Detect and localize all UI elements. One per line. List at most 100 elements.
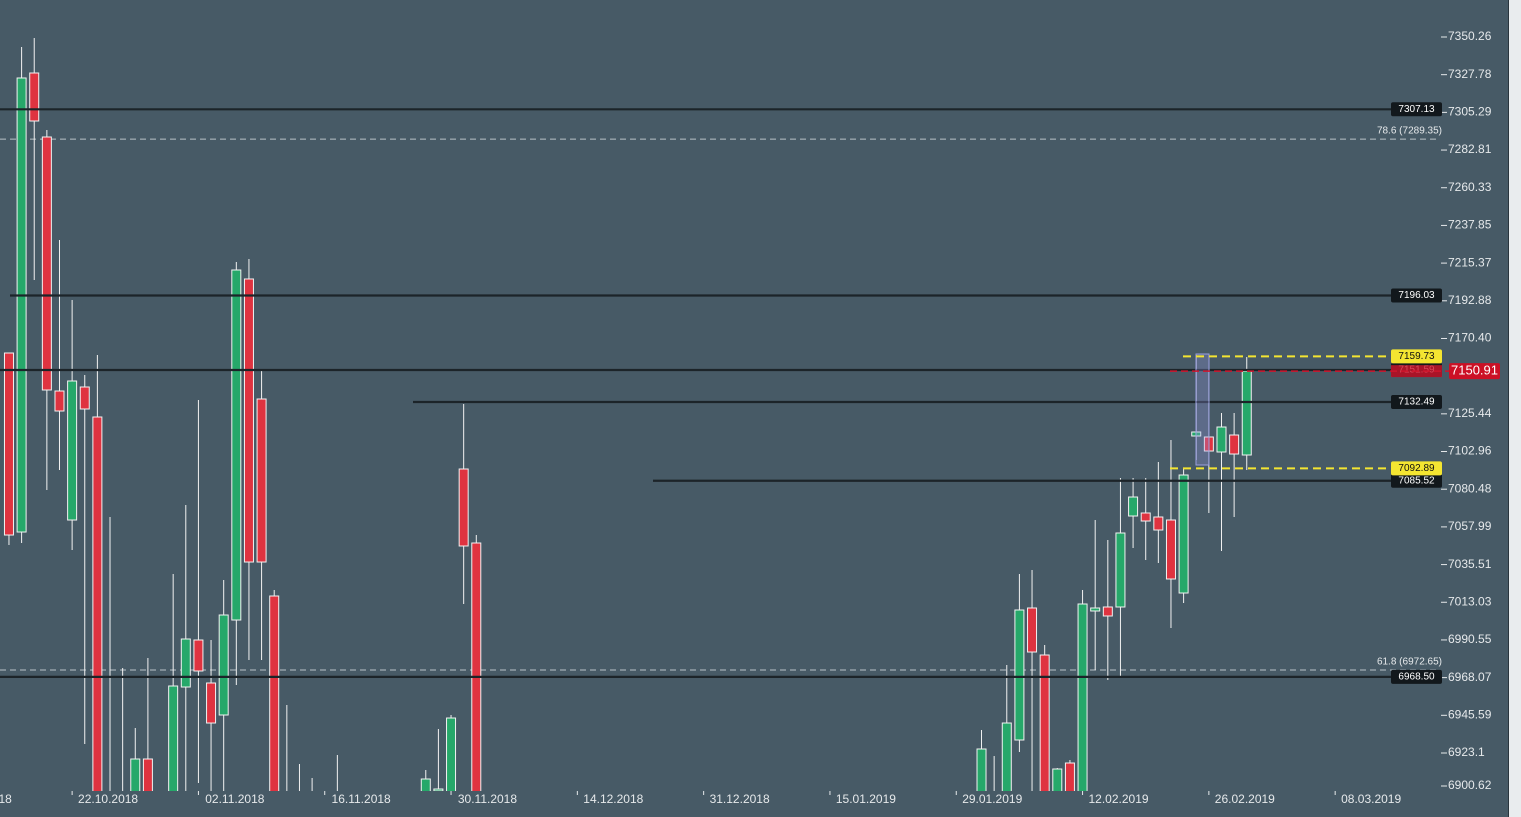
y-tick-label: 7237.85 bbox=[1448, 218, 1492, 232]
range-label: 7159.73 bbox=[1398, 351, 1435, 362]
y-tick-label: 7282.81 bbox=[1448, 142, 1492, 156]
candle-body bbox=[142, 758, 153, 791]
x-tick-label: 30.11.2018 bbox=[458, 792, 517, 806]
y-tick-label: 7192.88 bbox=[1448, 293, 1492, 307]
x-tick-label: 31.12.2018 bbox=[710, 792, 770, 806]
window-border bbox=[1508, 0, 1521, 817]
candle-body bbox=[269, 595, 280, 791]
level-label: 7085.52 bbox=[1398, 475, 1435, 486]
selection-box bbox=[1195, 353, 1210, 466]
x-tick-label: 18 bbox=[0, 792, 12, 806]
y-tick-label: 7035.51 bbox=[1448, 557, 1492, 571]
candle-body bbox=[1115, 532, 1126, 608]
level-tag bbox=[1391, 395, 1442, 410]
candle-body bbox=[1229, 434, 1240, 455]
range-tag bbox=[1391, 461, 1442, 476]
x-tick-label: 15.01.2019 bbox=[836, 792, 896, 806]
y-tick-label: 7170.40 bbox=[1448, 331, 1492, 345]
x-tick-label: 12.02.2019 bbox=[1088, 792, 1148, 806]
y-tick-label: 6923.1 bbox=[1448, 745, 1485, 759]
x-tick-label: 22.10.2018 bbox=[78, 792, 138, 806]
candle-body bbox=[1165, 519, 1176, 580]
candle-body bbox=[256, 398, 267, 563]
level-tag bbox=[1391, 669, 1442, 684]
range-tag bbox=[1391, 349, 1442, 364]
level-label: 7307.13 bbox=[1398, 104, 1435, 115]
x-tick-label: 26.02.2019 bbox=[1215, 792, 1275, 806]
y-tick-label: 7215.37 bbox=[1448, 255, 1492, 269]
x-tick-label: 08.03.2019 bbox=[1341, 792, 1401, 806]
candle-body bbox=[976, 748, 987, 791]
candle-body bbox=[1064, 762, 1075, 791]
y-tick-label: 6900.62 bbox=[1448, 778, 1492, 792]
candle-body bbox=[243, 278, 254, 563]
candle-body bbox=[16, 77, 27, 533]
candle-body bbox=[218, 614, 229, 716]
candle-body bbox=[231, 269, 242, 621]
range-label: 7092.89 bbox=[1398, 463, 1435, 474]
level-label: 7132.49 bbox=[1398, 397, 1435, 408]
candle-body bbox=[206, 682, 217, 724]
candle-body bbox=[420, 778, 431, 791]
y-tick-label: 7125.44 bbox=[1448, 406, 1492, 420]
candle-body bbox=[1077, 603, 1088, 791]
candle-body bbox=[1216, 426, 1227, 453]
x-tick-label: 29.01.2019 bbox=[962, 792, 1022, 806]
y-tick-label: 7260.33 bbox=[1448, 180, 1492, 194]
candle-body bbox=[1241, 370, 1252, 456]
candle-body bbox=[446, 717, 457, 791]
candle-body bbox=[1001, 722, 1012, 791]
candle-body bbox=[29, 72, 40, 122]
y-tick-label: 6945.59 bbox=[1448, 707, 1492, 721]
fib-label: 61.8 (6972.65) bbox=[1377, 657, 1442, 668]
last-price-shade bbox=[1391, 365, 1442, 378]
candle-body bbox=[1027, 607, 1038, 653]
y-tick-label: 7080.48 bbox=[1448, 481, 1492, 495]
level-tag bbox=[1391, 288, 1442, 303]
candle-body bbox=[1102, 606, 1113, 617]
candle-body bbox=[1178, 474, 1189, 594]
x-tick-label: 16.11.2018 bbox=[332, 792, 391, 806]
candle-body bbox=[458, 468, 469, 547]
candle-body bbox=[3, 352, 14, 536]
candle-body bbox=[180, 638, 191, 688]
y-tick-label: 7305.29 bbox=[1448, 105, 1492, 119]
level-tag bbox=[1391, 102, 1442, 117]
candle-body bbox=[193, 639, 204, 672]
level-tag bbox=[1391, 473, 1442, 488]
candle-body bbox=[1052, 768, 1063, 791]
candle-body bbox=[1153, 516, 1164, 531]
candle-body bbox=[54, 390, 65, 412]
y-tick-label: 7013.03 bbox=[1448, 594, 1492, 608]
x-tick-label: 14.12.2018 bbox=[583, 792, 643, 806]
candle-body bbox=[1128, 496, 1139, 517]
candle-body bbox=[1014, 609, 1025, 741]
x-tick-label: 02.11.2018 bbox=[205, 792, 264, 806]
last-price-tag bbox=[1449, 363, 1500, 380]
y-tick-label: 6990.55 bbox=[1448, 632, 1492, 646]
candle-body bbox=[41, 136, 52, 391]
level-label: 7196.03 bbox=[1398, 290, 1435, 301]
y-tick-label: 6968.07 bbox=[1448, 670, 1492, 684]
candle-body bbox=[1140, 512, 1151, 522]
y-tick-label: 7102.96 bbox=[1448, 444, 1492, 458]
plot-area bbox=[0, 37, 1440, 791]
y-tick-label: 7057.99 bbox=[1448, 519, 1492, 533]
candle-body bbox=[1039, 654, 1050, 791]
candle-body bbox=[1090, 607, 1101, 612]
overlay: 7350.26 7327.78 7305.29 7282.81 7260.33 7237.… bbox=[0, 29, 1500, 806]
candle-body bbox=[79, 386, 90, 410]
last-price-label: 7150.91 bbox=[1451, 363, 1498, 378]
y-tick-label: 7350.26 bbox=[1448, 29, 1492, 43]
y-tick-label: 7327.78 bbox=[1448, 67, 1492, 81]
candle-body bbox=[67, 380, 78, 521]
level-label: 6968.50 bbox=[1398, 672, 1435, 683]
fib-label: 78.6 (7289.35) bbox=[1377, 126, 1442, 137]
candle-body bbox=[92, 416, 103, 791]
candle-body bbox=[433, 788, 444, 791]
candle-body bbox=[130, 758, 141, 791]
candle-body bbox=[471, 542, 482, 791]
candle-body bbox=[168, 685, 179, 791]
